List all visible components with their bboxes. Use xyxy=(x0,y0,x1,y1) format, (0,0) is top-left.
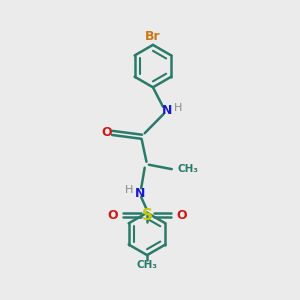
Text: CH₃: CH₃ xyxy=(136,260,158,270)
Text: N: N xyxy=(162,104,172,117)
Text: CH₃: CH₃ xyxy=(178,164,199,174)
Text: O: O xyxy=(176,209,187,222)
Text: O: O xyxy=(107,209,118,222)
Text: H: H xyxy=(174,103,182,113)
Text: O: O xyxy=(102,126,112,140)
Text: N: N xyxy=(135,187,145,200)
Text: S: S xyxy=(142,208,153,223)
Text: H: H xyxy=(124,185,133,195)
Text: Br: Br xyxy=(145,29,161,43)
